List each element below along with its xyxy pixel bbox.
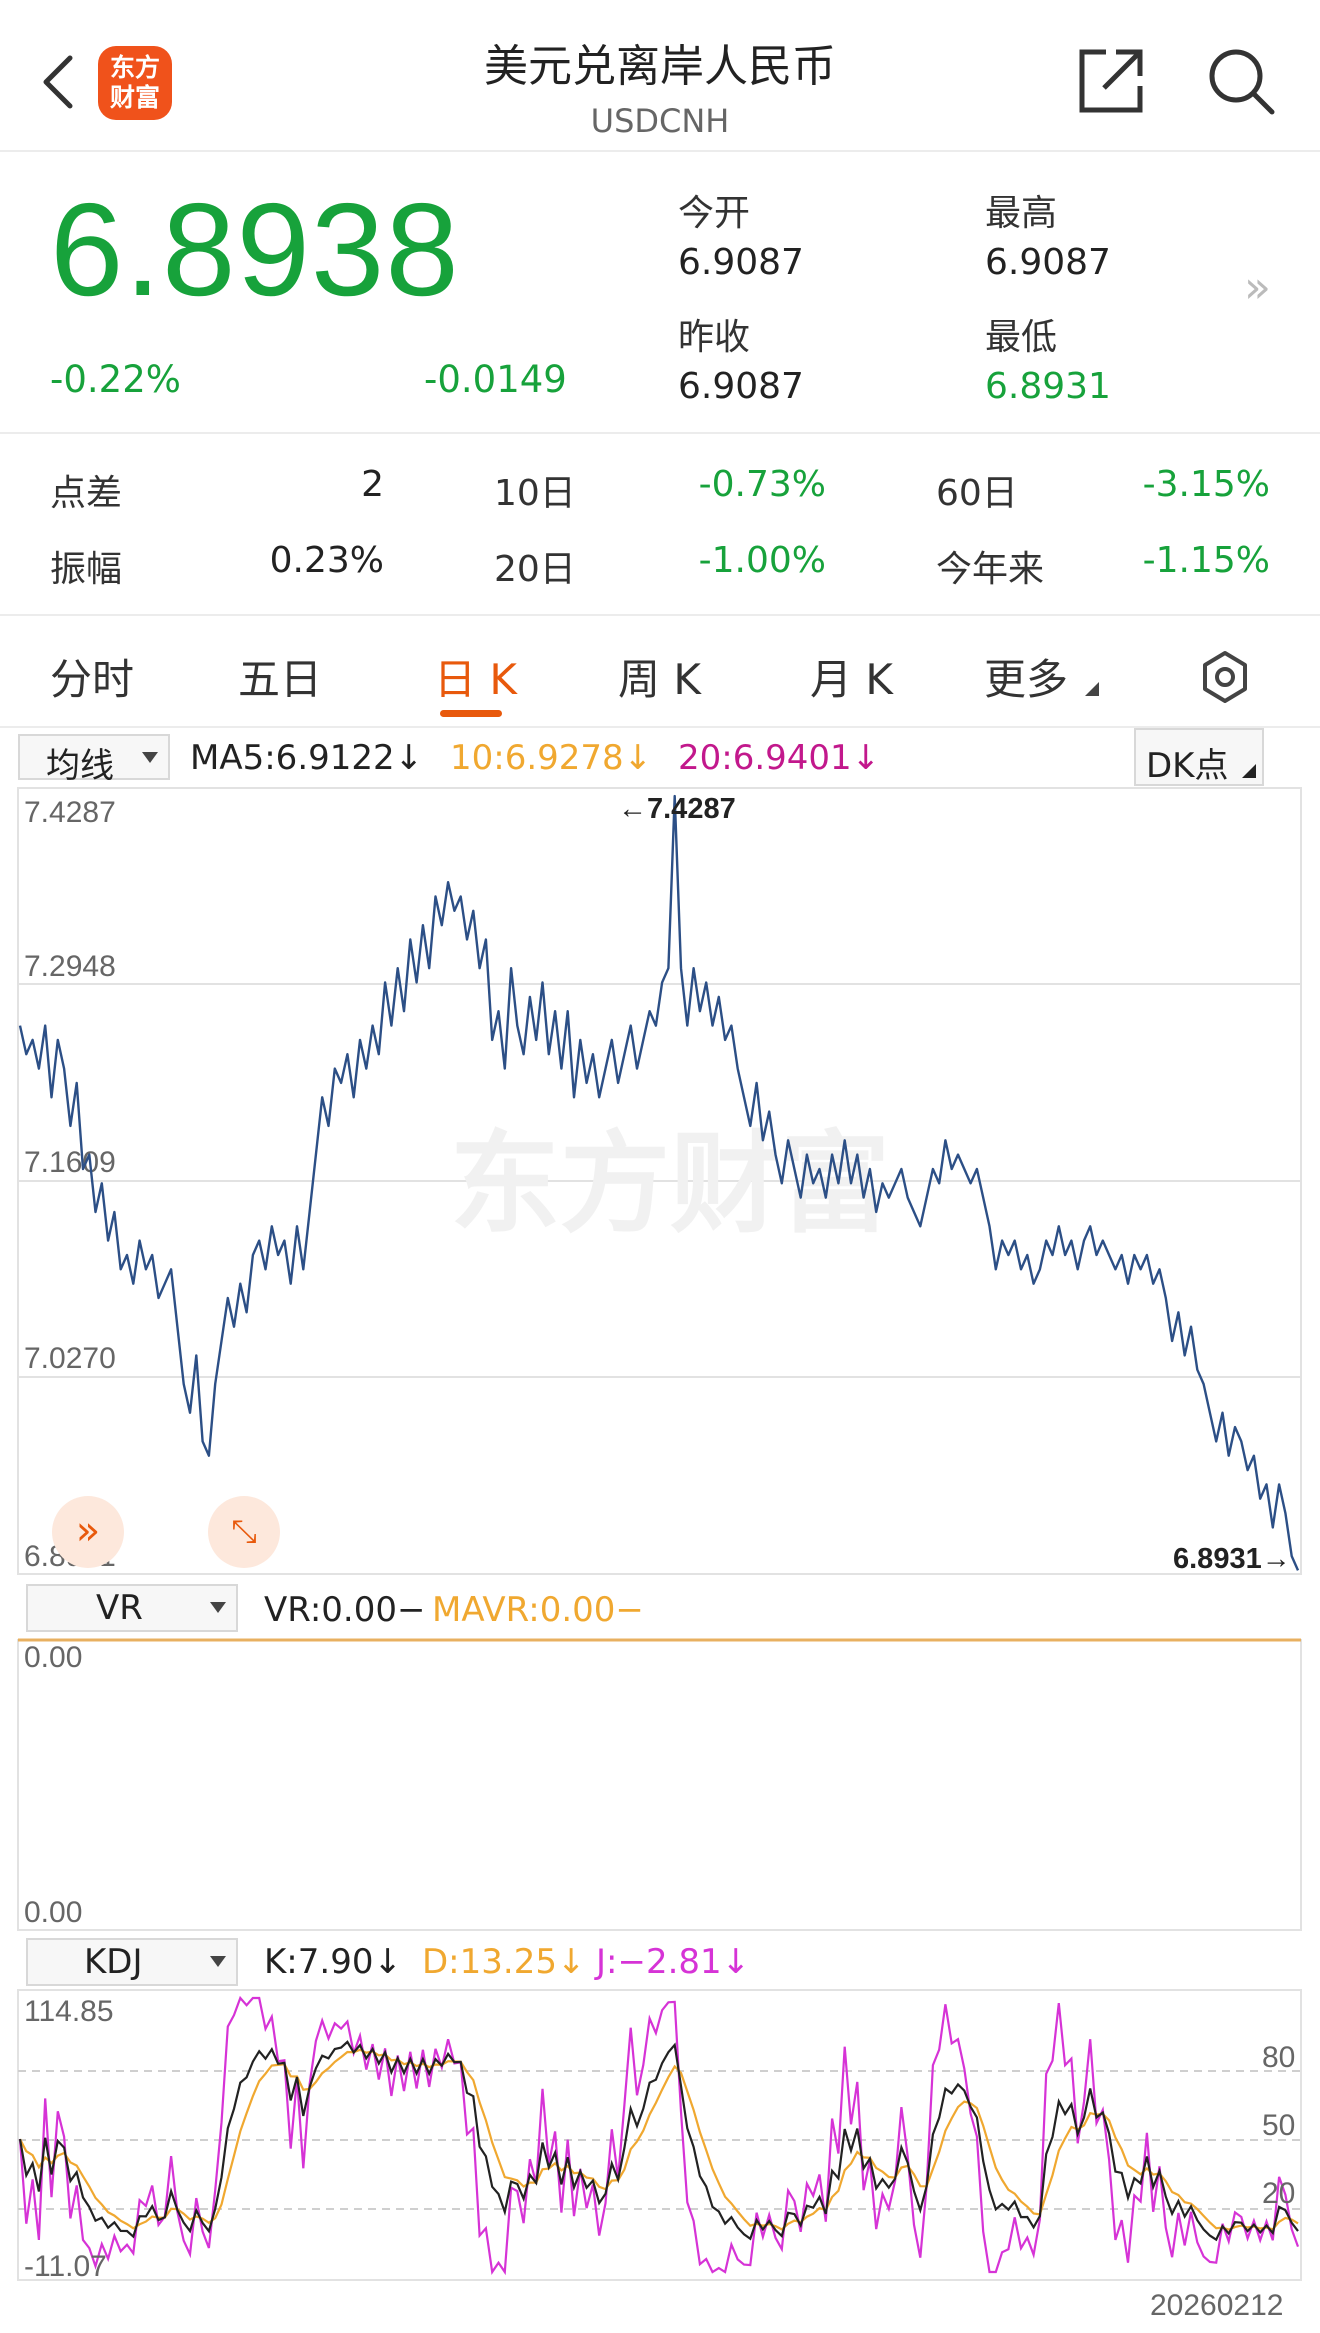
- ytd-label: 今年来: [936, 549, 1045, 590]
- stat-prev-value: 6.9087: [678, 366, 804, 407]
- stat-open-value: 6.9087: [678, 242, 804, 283]
- kdj-j-line: [18, 1995, 1300, 2276]
- kdj-chart-frame: [17, 1989, 1302, 2281]
- indicator-select-kdj-label: KDJ: [84, 1942, 143, 1982]
- ma20-legend: 20:6.9401↓: [678, 738, 881, 778]
- tab-monthly-k[interactable]: 月 K: [810, 655, 893, 704]
- vr-legend: VR:0.00−: [264, 1590, 426, 1630]
- chevron-down-icon: [142, 752, 158, 763]
- ma10-legend: 10:6.9278↓: [450, 738, 653, 778]
- tab-five-day[interactable]: 五日: [238, 655, 323, 704]
- dk-point-label: DK点: [1146, 746, 1229, 786]
- stat-prev-label: 昨收: [678, 317, 751, 358]
- header-bar: 东方 财富 美元兑离岸人民币 USDCNH: [0, 0, 1320, 152]
- indicator-select-ma[interactable]: 均线: [18, 734, 170, 786]
- vr-chart-frame: [17, 1639, 1302, 1931]
- kdj-y-bottom: -11.07: [24, 2250, 107, 2283]
- stat-low: 最低 6.8931: [985, 308, 1111, 407]
- amplitude-value: 0.23%: [269, 540, 384, 581]
- x-end-date: 20260212: [1150, 2289, 1283, 2322]
- indicator-select-vr-label: VR: [96, 1588, 143, 1628]
- indicator-select-vr[interactable]: VR: [26, 1584, 238, 1632]
- period-tabs: 分时 五日 日 K 周 K 月 K 更多: [0, 618, 1320, 728]
- logo-line1: 东方: [109, 53, 160, 82]
- page-subtitle: USDCNH: [590, 102, 730, 140]
- stat-high-label: 最高: [985, 193, 1058, 234]
- ytd-value: -1.15%: [1142, 540, 1270, 581]
- k-legend: K:7.90↓: [264, 1942, 402, 1982]
- d10-value: -0.73%: [698, 464, 826, 505]
- tab-weekly-k[interactable]: 周 K: [618, 655, 701, 704]
- fast-forward-icon[interactable]: »: [52, 1496, 124, 1568]
- kdj-ref-80-label: 80: [1262, 2041, 1295, 2074]
- page-title: 美元兑离岸人民币: [484, 41, 836, 92]
- tab-daily-k[interactable]: 日 K: [434, 655, 517, 704]
- stat-open-label: 今开: [678, 193, 751, 234]
- d-legend: D:13.25↓: [422, 1942, 586, 1982]
- y-tick-label: 7.0270: [24, 1342, 116, 1375]
- chevron-down-icon: [210, 1602, 226, 1613]
- d20-label: 20日: [494, 549, 576, 590]
- indicator-select-ma-label: 均线: [46, 746, 114, 786]
- y-tick-label: 7.1609: [24, 1146, 116, 1179]
- logo-line2: 财富: [109, 83, 160, 112]
- range-stats: 点差 2 10日 -0.73% 60日 -3.15% 振幅 0.23% 20日 …: [0, 436, 1320, 616]
- share-icon[interactable]: [1076, 46, 1146, 116]
- dk-point-button[interactable]: DK点: [1134, 728, 1264, 786]
- kdj-ref-20-label: 20: [1262, 2177, 1295, 2210]
- fullscreen-expand-icon[interactable]: ⤡: [208, 1496, 280, 1568]
- search-icon[interactable]: [1206, 46, 1276, 116]
- chevron-down-icon: [210, 1956, 226, 1967]
- vr-y-top: 0.00: [24, 1641, 82, 1674]
- tab-more[interactable]: 更多: [984, 646, 1100, 707]
- tab-more-label: 更多: [984, 655, 1069, 704]
- gear-icon[interactable]: [1198, 650, 1252, 704]
- stat-high: 最高 6.9087: [985, 184, 1111, 283]
- ma5-legend: MA5:6.9122↓: [190, 738, 424, 778]
- more-caret-icon: [1085, 682, 1100, 696]
- indicator-select-kdj[interactable]: KDJ: [26, 1938, 238, 1986]
- j-legend: J:−2.81↓: [596, 1942, 751, 1982]
- watermark: 东方财富: [450, 1119, 890, 1248]
- mavr-legend: MAVR:0.00−: [432, 1590, 644, 1630]
- kdj-y-top: 114.85: [24, 1995, 114, 2028]
- d60-label: 60日: [936, 473, 1018, 514]
- stat-low-value: 6.8931: [985, 366, 1111, 407]
- kdj-k-line: [18, 2040, 1299, 2242]
- min-price-marker: 6.8931→: [1173, 1543, 1291, 1575]
- tab-intraday[interactable]: 分时: [50, 655, 135, 704]
- spread-label: 点差: [50, 473, 123, 514]
- d20-value: -1.00%: [698, 540, 826, 581]
- expand-chevron-icon[interactable]: »: [1244, 262, 1271, 313]
- vr-y-bottom: 0.00: [24, 1896, 82, 1929]
- d10-label: 10日: [494, 473, 576, 514]
- kdj-d-line: [19, 2048, 1299, 2231]
- max-price-marker: ←7.4287: [618, 793, 736, 825]
- amplitude-label: 振幅: [50, 549, 123, 590]
- stat-high-value: 6.9087: [985, 242, 1111, 283]
- y-tick-label: 7.4287: [24, 796, 116, 829]
- price-series-line: [18, 794, 1300, 1571]
- spread-value: 2: [361, 464, 384, 505]
- change-percent: -0.22%: [50, 358, 181, 401]
- d60-value: -3.15%: [1142, 464, 1270, 505]
- back-arrow-icon[interactable]: [38, 52, 78, 112]
- quote-panel: 6.8938 -0.22% -0.0149 今开 6.9087 最高 6.908…: [0, 154, 1320, 434]
- stat-low-label: 最低: [985, 317, 1058, 358]
- change-amount: -0.0149: [424, 358, 567, 401]
- stat-prev-close: 昨收 6.9087: [678, 308, 804, 407]
- active-tab-indicator: [440, 710, 502, 717]
- stat-open: 今开 6.9087: [678, 184, 804, 283]
- y-tick-label: 7.2948: [24, 950, 116, 983]
- app-logo: 东方 财富: [98, 46, 172, 120]
- current-price: 6.8938: [50, 176, 460, 323]
- dk-corner-icon: [1242, 764, 1256, 778]
- kdj-ref-50-label: 50: [1262, 2109, 1295, 2142]
